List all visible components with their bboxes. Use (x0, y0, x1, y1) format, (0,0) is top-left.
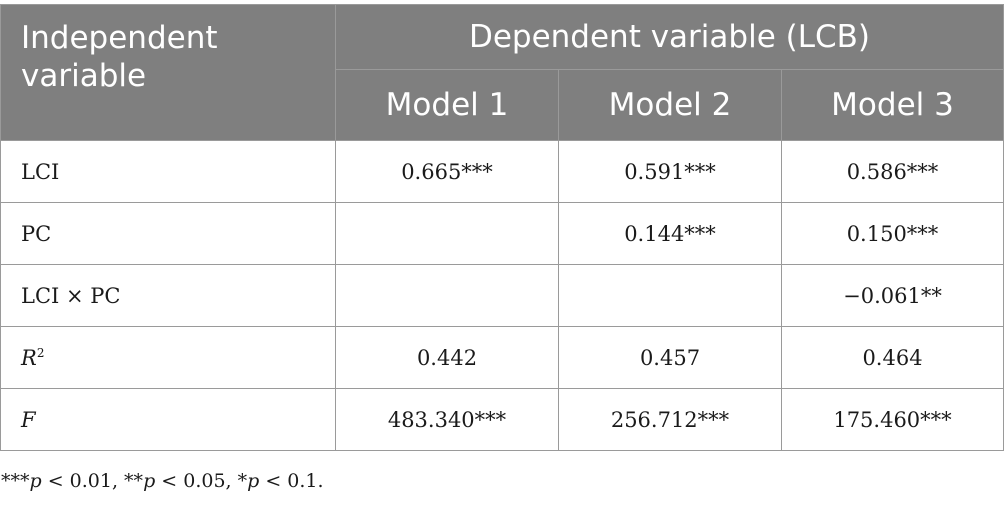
dependent-variable-header: Dependent variable (LCB) (335, 4, 1004, 70)
table-cell: 0.665*** (335, 140, 559, 203)
table-cell: 0.457 (558, 326, 782, 389)
row-label-lci: LCI (0, 140, 336, 203)
row-label-pc: PC (0, 202, 336, 265)
row-label-f: F (0, 388, 336, 451)
table-row: R2 0.442 0.457 0.464 (0, 326, 1004, 389)
table-cell: −0.061** (781, 264, 1004, 327)
significance-footnote: ***p < 0.01, **p < 0.05, *p < 0.1. (1, 470, 324, 492)
table-row: F 483.340*** 256.712*** 175.460*** (0, 388, 1004, 451)
independent-variable-header: Independent variable (0, 4, 336, 141)
table-cell: 0.442 (335, 326, 559, 389)
table-row: PC 0.144*** 0.150*** (0, 202, 1004, 265)
table-row: LCI 0.665*** 0.591*** 0.586*** (0, 140, 1004, 203)
regression-table: Independent variable Dependent variable … (0, 4, 1004, 451)
footnote-part: *** (1, 470, 30, 492)
footnote-part: < 0.01, ** (41, 470, 144, 492)
table-cell: 0.144*** (558, 202, 782, 265)
table-cell: 483.340*** (335, 388, 559, 451)
model-3-header: Model 3 (781, 69, 1004, 141)
footnote-part: p (247, 470, 260, 492)
model-2-header: Model 2 (558, 69, 782, 141)
table-header: Independent variable Dependent variable … (0, 4, 1004, 141)
table-cell (558, 264, 782, 327)
table-row: LCI × PC −0.061** (0, 264, 1004, 327)
row-label-r-squared: R2 (0, 326, 336, 389)
row-label-lci-x-pc: LCI × PC (0, 264, 336, 327)
footnote-part: p (29, 470, 42, 492)
table-cell: 0.464 (781, 326, 1004, 389)
footnote-part: p (143, 470, 156, 492)
table-cell: 0.150*** (781, 202, 1004, 265)
table-cell (335, 202, 559, 265)
r-squared-symbol: R (21, 345, 37, 370)
r-squared-superscript: 2 (36, 345, 45, 360)
regression-table-container: Independent variable Dependent variable … (0, 4, 1004, 451)
table-cell: 175.460*** (781, 388, 1004, 451)
table-cell: 256.712*** (558, 388, 782, 451)
table-cell: 0.586*** (781, 140, 1004, 203)
footnote-part: < 0.1. (259, 470, 324, 492)
model-1-header: Model 1 (335, 69, 559, 141)
table-body: LCI 0.665*** 0.591*** 0.586*** PC 0.144*… (0, 140, 1004, 451)
table-cell (335, 264, 559, 327)
table-cell: 0.591*** (558, 140, 782, 203)
footnote-part: < 0.05, * (155, 470, 248, 492)
